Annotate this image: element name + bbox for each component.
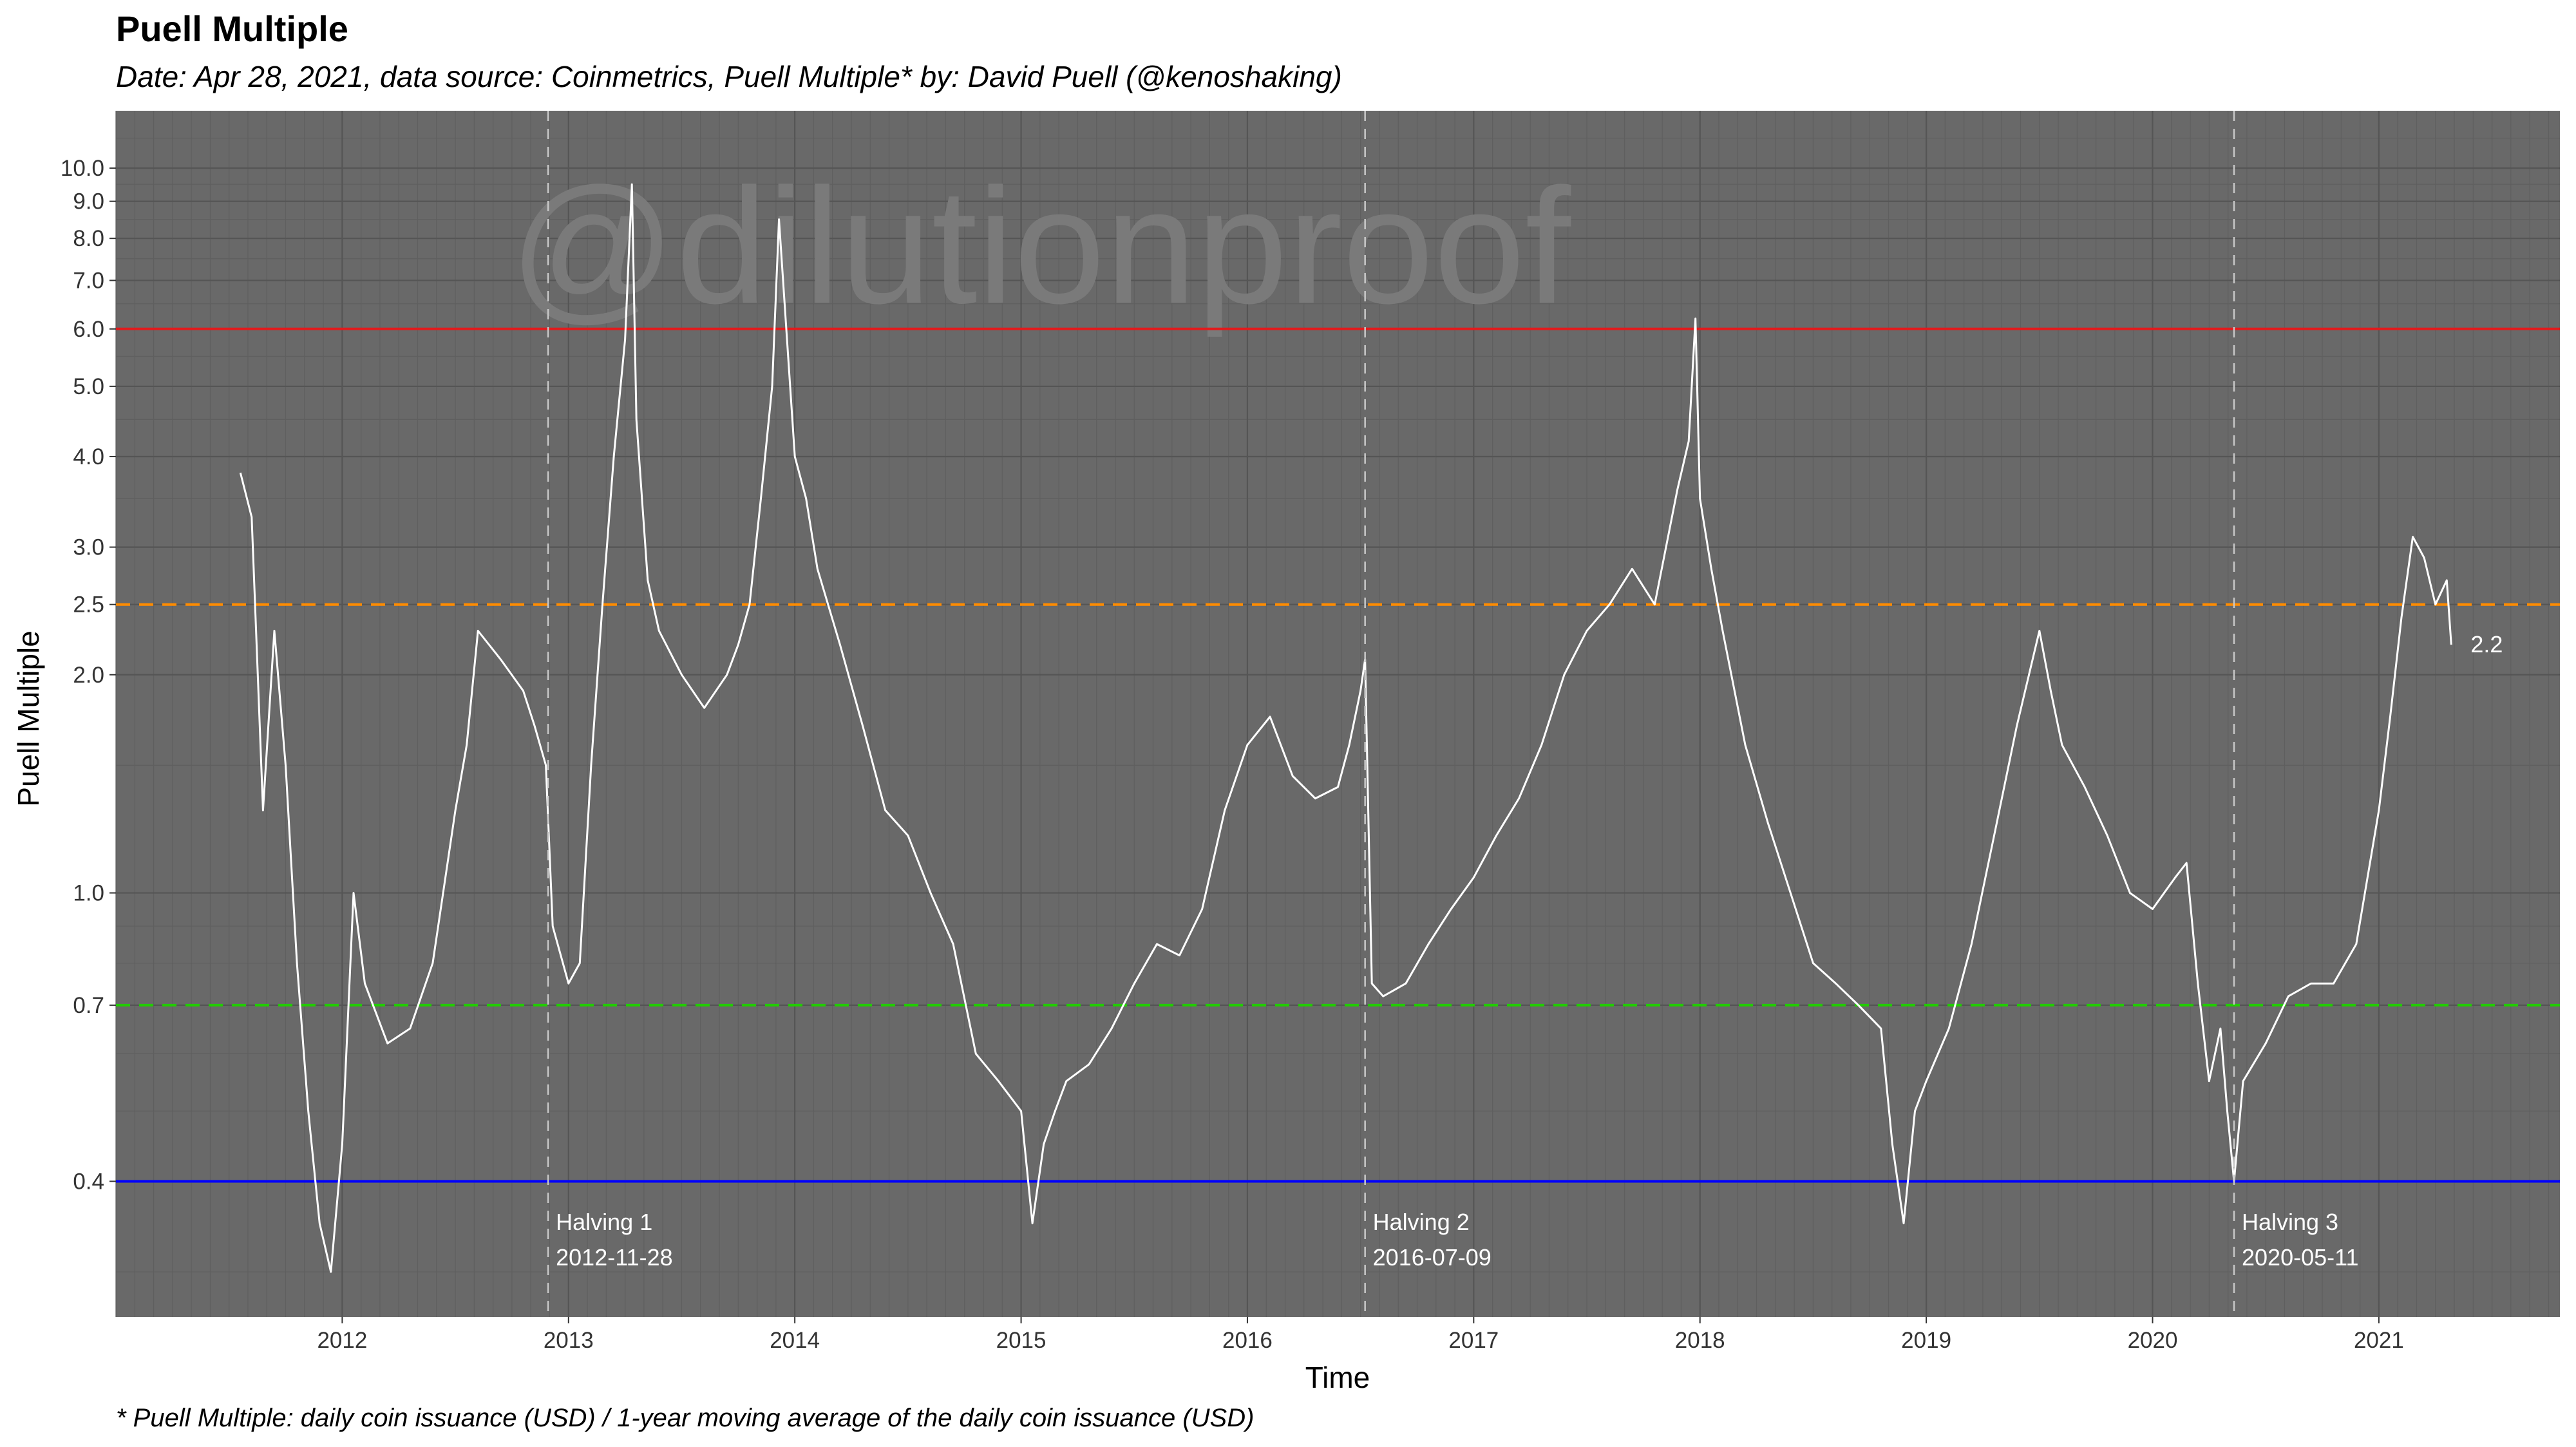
chart-caption: * Puell Multiple: daily coin issuance (U… (116, 1404, 1255, 1432)
x-tick-label: 2017 (1448, 1328, 1499, 1353)
grid-layer (115, 111, 2560, 1317)
reference-lines (116, 327, 2560, 1183)
y-tick-label: 0.4 (73, 1169, 104, 1194)
y-axis-title: Puell Multiple (12, 630, 45, 807)
puell-multiple-line (239, 183, 2452, 1273)
x-tick-label: 2012 (317, 1328, 367, 1353)
y-tick-label: 4.0 (73, 444, 104, 469)
y-tick-label: 2.0 (73, 663, 104, 688)
y-tick-label: 5.0 (73, 374, 104, 399)
y-tick-label: 9.0 (73, 189, 104, 214)
halving-label: Halving 3 (2242, 1209, 2338, 1235)
y-tick-label: 0.7 (73, 993, 104, 1018)
x-tick-label: 2021 (2354, 1328, 2404, 1353)
watermark: @dilutionproof (509, 155, 1571, 338)
y-tick-label: 7.0 (73, 268, 104, 293)
axis-layer: 2012 2013 2014 2015 2016 2017 2018 2019 2020 2021… (61, 156, 2404, 1353)
y-tick-label: 2.5 (73, 592, 104, 618)
x-axis-title: Time (1305, 1361, 1370, 1394)
chart-title: Puell Multiple (116, 8, 348, 49)
x-tick-label: 2014 (770, 1328, 820, 1353)
x-tick-label: 2015 (996, 1328, 1046, 1353)
chart-subtitle: Date: Apr 28, 2021, data source: Coinmet… (116, 60, 1342, 93)
halving-date: 2012-11-28 (556, 1244, 672, 1271)
y-tick-label: 3.0 (73, 535, 104, 560)
x-tick-label: 2016 (1222, 1328, 1273, 1353)
x-tick-label: 2019 (1901, 1328, 1951, 1353)
halving-annotations: Halving 1 2012-11-28 Halving 2 2016-07-09 Ha… (547, 111, 2358, 1317)
halving-date: 2016-07-09 (1373, 1244, 1492, 1271)
x-tick-label: 2018 (1675, 1328, 1725, 1353)
halving-label: Halving 1 (556, 1209, 652, 1235)
y-tick-label: 6.0 (73, 317, 104, 342)
y-tick-label: 8.0 (73, 226, 104, 251)
last-value-label: 2.2 (2470, 631, 2503, 657)
series-layer: 2.2 (239, 183, 2503, 1273)
y-tick-label: 10.0 (61, 156, 104, 181)
y-tick-label: 1.0 (73, 881, 104, 906)
halving-date: 2020-05-11 (2242, 1244, 2358, 1271)
halving-label: Halving 2 (1373, 1209, 1470, 1235)
x-tick-label: 2013 (544, 1328, 594, 1353)
x-tick-label: 2020 (2128, 1328, 2178, 1353)
